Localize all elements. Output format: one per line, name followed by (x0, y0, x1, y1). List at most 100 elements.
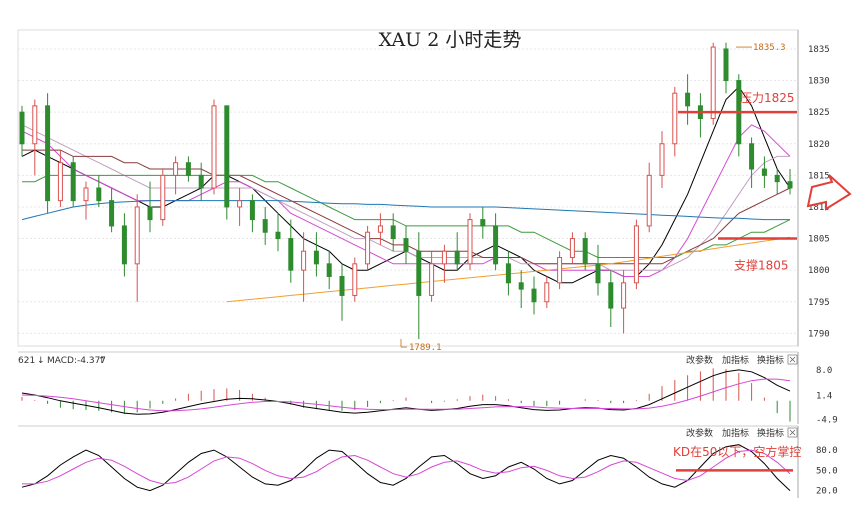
candle (134, 194, 140, 302)
macd-tick-label: 8.0 (816, 366, 832, 376)
candle (237, 188, 243, 226)
candle (621, 270, 627, 334)
candle (19, 105, 25, 157)
candle (505, 251, 511, 296)
candle (326, 251, 332, 290)
candle (262, 206, 268, 245)
candle (749, 137, 755, 188)
candle (595, 244, 601, 296)
kd-btn-add[interactable]: 加指标 (722, 427, 749, 439)
candle (45, 93, 51, 214)
macd-up-icon: ↑ (98, 356, 106, 366)
candle (70, 156, 76, 207)
candle (211, 99, 217, 195)
candle (659, 131, 665, 188)
candle (582, 232, 588, 271)
macd-tick-label: 1.4 (816, 391, 832, 401)
high-marker: 1835.3 (736, 43, 786, 53)
candle (608, 270, 614, 328)
candle (454, 232, 460, 271)
kd-axis-ticks: 80.0 50.0 20.0 (816, 446, 838, 496)
kd-tick-label: 50.0 (816, 466, 838, 476)
kd-btn-params[interactable]: 改参数 (686, 427, 713, 439)
candle (672, 86, 678, 157)
candle (57, 150, 63, 207)
kd-close-icon[interactable] (787, 427, 798, 438)
candle (557, 251, 563, 290)
price-tick-label: 1790 (808, 329, 830, 339)
price-axis-ticks: 1835 1830 1825 1820 1815 1810 1805 1800 1795 1790 (808, 45, 830, 339)
candle (774, 169, 780, 195)
candle (646, 162, 652, 233)
candle (736, 74, 742, 157)
resistance-label: 压力1825 (740, 91, 795, 105)
macd-histogram (21, 368, 791, 422)
kd-btn-switch[interactable]: 换指标 (757, 427, 784, 439)
candle (467, 213, 473, 271)
candle (275, 213, 281, 252)
macd-btn-add[interactable]: 加指标 (722, 354, 749, 366)
candle (403, 225, 409, 264)
kd-k-line (21, 444, 791, 492)
candle (429, 251, 435, 302)
macd-btn-params[interactable]: 改参数 (686, 354, 713, 366)
candle (352, 257, 358, 302)
candle (493, 213, 499, 271)
candle (313, 232, 319, 277)
high-label: 1835.3 (753, 43, 786, 53)
price-tick-label: 1805 (808, 235, 830, 245)
macd-lines (21, 369, 791, 415)
candle (224, 105, 230, 220)
price-tick-label: 1820 (808, 140, 830, 150)
macd-close-icon[interactable] (787, 354, 798, 365)
price-tick-label: 1825 (808, 108, 830, 118)
down-arrow-icon (806, 174, 852, 211)
candle (544, 276, 550, 309)
macd-axis-ticks: 8.0 1.4 -4.9 (816, 366, 838, 426)
candle (480, 206, 486, 239)
candle (160, 169, 166, 226)
candle (96, 175, 102, 207)
macd-header-value: MACD:-4.377 (47, 356, 106, 366)
candle (109, 188, 115, 233)
candle (147, 181, 153, 233)
candle (697, 93, 703, 138)
candle (377, 213, 383, 245)
kd-note: KD在50以下，空方掌控 (673, 444, 801, 459)
price-tick-label: 1810 (808, 203, 830, 213)
candle (121, 213, 127, 277)
ma-line-4 (22, 174, 791, 258)
low-label: 1789.1 (409, 343, 442, 353)
kd-lines (21, 444, 791, 492)
candle (288, 219, 294, 283)
low-marker: 1789.1 (400, 339, 442, 353)
price-tick-label: 1830 (808, 77, 830, 87)
candle (173, 156, 179, 195)
price-grid (18, 48, 798, 334)
price-tick-label: 1800 (808, 266, 830, 276)
candle (569, 232, 575, 264)
candlestick-series (19, 42, 793, 340)
candle (339, 263, 345, 321)
candle (365, 225, 371, 271)
kd-tick-label: 80.0 (816, 446, 838, 456)
macd-dea-line (21, 378, 791, 412)
candle (301, 232, 307, 302)
price-tick-label: 1815 (808, 171, 830, 181)
price-tick-label: 1795 (808, 298, 830, 308)
kd-d-line (22, 449, 791, 485)
macd-btn-switch[interactable]: 换指标 (757, 354, 784, 366)
candle (249, 194, 255, 233)
candle (185, 156, 191, 182)
macd-tick-label: -4.9 (816, 416, 838, 426)
candle (83, 181, 89, 220)
candle (390, 213, 396, 252)
candle (441, 244, 447, 283)
macd-dif-line (21, 369, 791, 415)
candle (518, 270, 524, 309)
candle (723, 42, 729, 94)
macd-header-prefix: 621 (18, 356, 35, 366)
candle (761, 156, 767, 188)
candle (633, 219, 639, 290)
